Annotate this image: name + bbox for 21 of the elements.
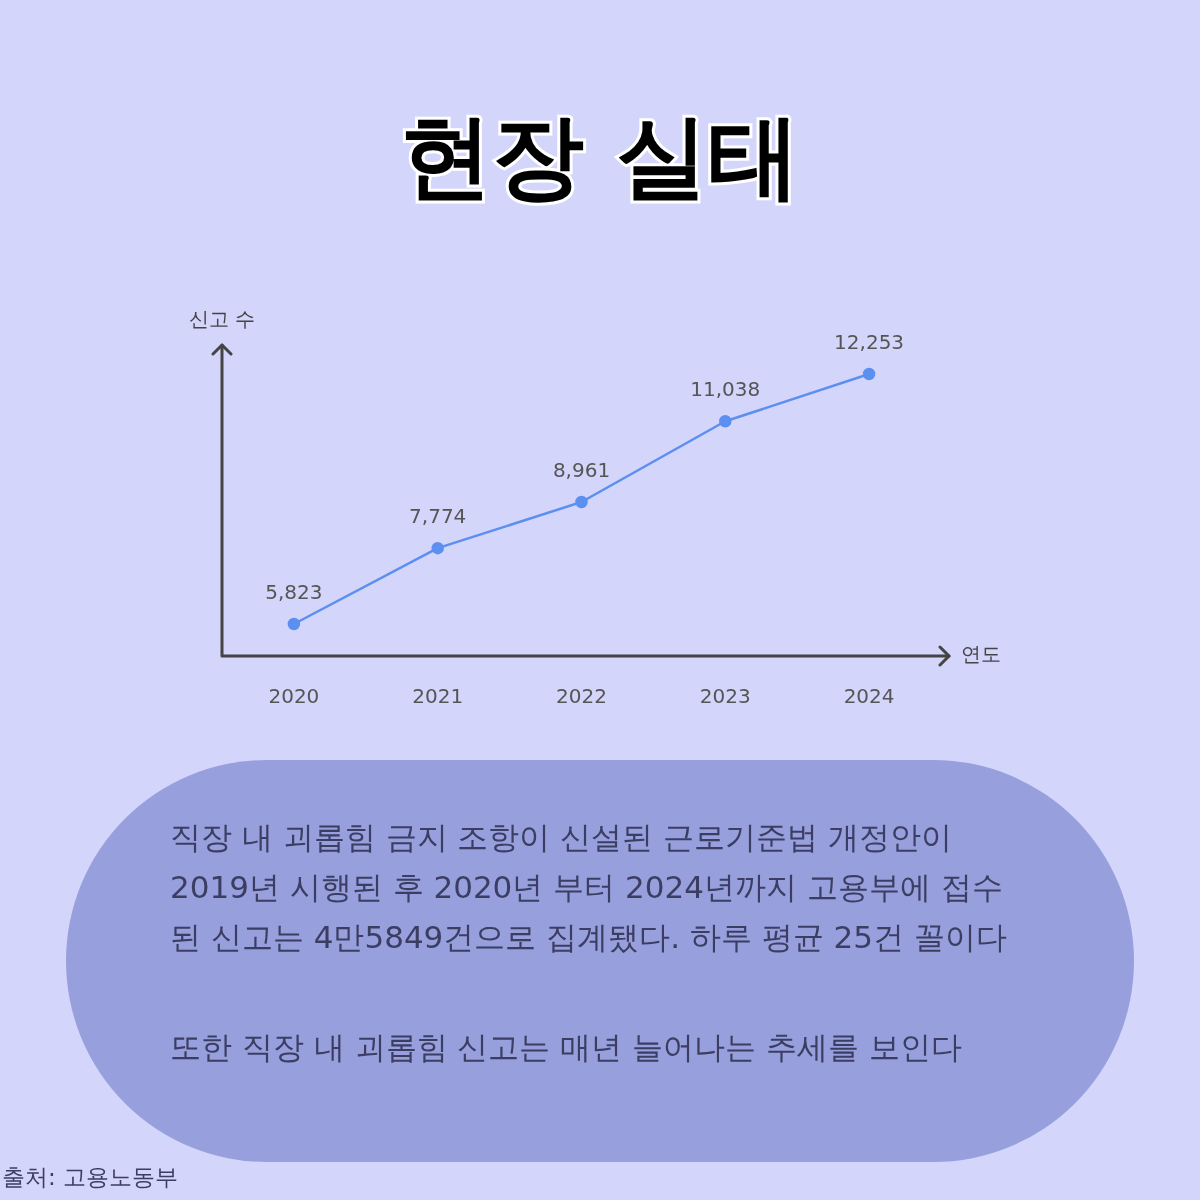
- point: [575, 495, 588, 509]
- source-note: 출처: 고용노동부: [2, 1163, 179, 1192]
- data-label: 5,823: [265, 580, 323, 605]
- point: [719, 415, 732, 428]
- x-tick-label: 2020: [268, 684, 320, 709]
- chart-title: 현장 실태: [399, 102, 801, 212]
- data-label: 8,961: [552, 458, 611, 483]
- x-axis-title: 연도: [961, 642, 1001, 667]
- point: [862, 367, 876, 381]
- data-label: 7,774: [409, 504, 467, 529]
- y-axis-title: 신고 수: [188, 307, 256, 332]
- x-tick-label: 2022: [556, 684, 607, 709]
- x-tick-label: 2021: [412, 684, 464, 709]
- data-label: 12,253: [834, 330, 905, 355]
- text: 직장 내 괴롭힘 금지 조항이 신설된 근로기준법 개정안이 2019년 시행된 후 2020년 부터 2024년까지 고용부에 접수된 신고는 4만5849건으로 집계됐다. 하루 평균 25건 꼴이다: [170, 818, 1008, 957]
- x-tick-label: 2023: [699, 684, 751, 709]
- point: [287, 617, 301, 631]
- point: [431, 541, 444, 555]
- data-label: 11,038: [690, 377, 761, 402]
- text: 또한 직장 내 괴롭힘 신고는 매년 늘어나는 추세를 보인다: [170, 1028, 963, 1067]
- x-tick-label: 2024: [843, 684, 895, 709]
